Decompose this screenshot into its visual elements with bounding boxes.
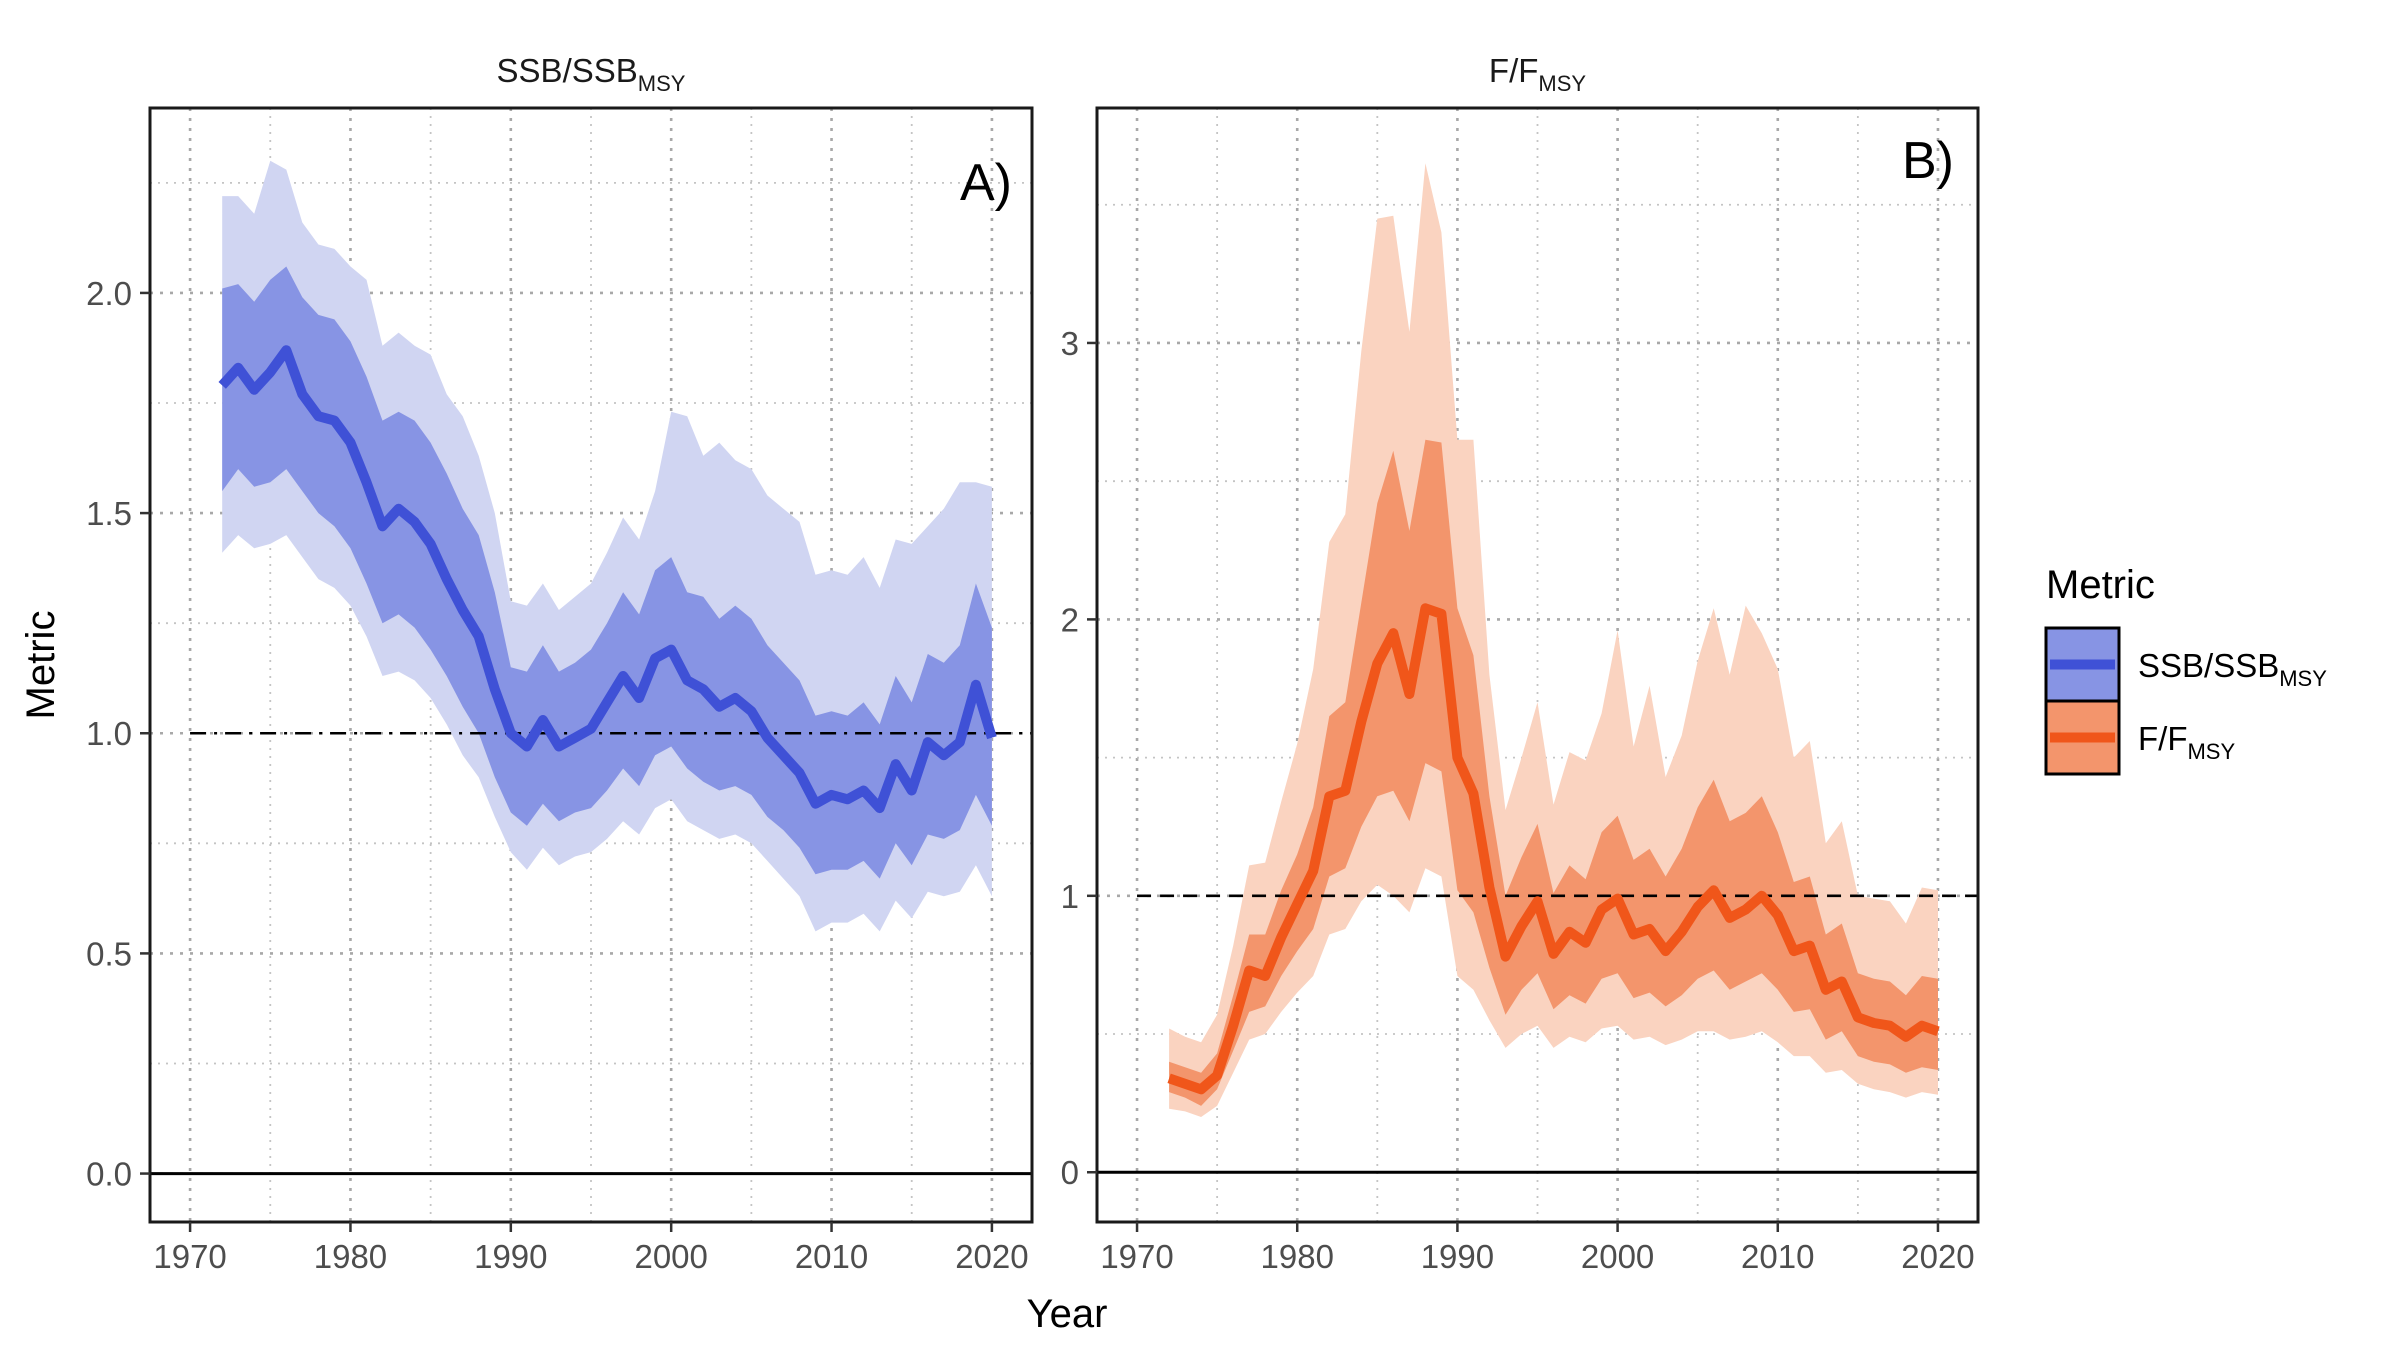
- x-tick-label: 1990: [1421, 1238, 1494, 1275]
- x-tick-label: 2020: [1901, 1238, 1974, 1275]
- panel-a-ssb: 1970 1980 1990 2000 2010 2020 0.0 0.5 1.0 1.5 2.0 S…: [86, 52, 1034, 1275]
- legend-label-sub: MSY: [2187, 739, 2235, 764]
- y-tick-label: 0: [1061, 1154, 1079, 1191]
- panel-b-f: 1970 1980 1990 2000 2010 2020 0 1 2 3 F/FMSY B): [1061, 52, 1980, 1275]
- panel-tag: A): [960, 154, 1012, 212]
- y-tick-label: 0.5: [86, 935, 132, 972]
- x-tick-label: 1980: [314, 1238, 387, 1275]
- legend-label: SSB/SSBMSY: [2138, 647, 2327, 691]
- legend-label-main: F/F: [2138, 720, 2187, 757]
- x-tick-label: 2020: [955, 1238, 1028, 1275]
- panel-title-sub: MSY: [638, 71, 686, 96]
- legend-label: F/FMSY: [2138, 720, 2235, 764]
- x-tick-label: 1970: [1100, 1238, 1173, 1275]
- median-line: [1167, 603, 1940, 1095]
- median-line: [218, 345, 997, 814]
- panel-title: SSB/SSBMSY: [497, 52, 686, 96]
- y-tick-label: 2.0: [86, 275, 132, 312]
- panel-title-main: SSB/SSB: [497, 52, 638, 89]
- panel-title: F/FMSY: [1489, 52, 1586, 96]
- panel-tag: B): [1902, 132, 1954, 190]
- legend-label-sub: MSY: [2279, 666, 2327, 691]
- legend-item: F/FMSY: [2044, 699, 2235, 776]
- y-tick-label: 1.0: [86, 715, 132, 752]
- legend-item: SSB/SSBMSY: [2044, 626, 2327, 703]
- legend-label-main: SSB/SSB: [2138, 647, 2279, 684]
- y-tick-label: 1: [1061, 878, 1079, 915]
- y-tick-label: 2: [1061, 601, 1079, 638]
- panel-border: [1095, 106, 1980, 1224]
- inner-interval-band: [1169, 439, 1938, 1106]
- x-tick-label: 1980: [1261, 1238, 1334, 1275]
- panel-title-main: F/F: [1489, 52, 1538, 89]
- x-tick-label: 2010: [795, 1238, 868, 1275]
- x-tick-label: 2000: [634, 1238, 707, 1275]
- y-tick-label: 1.5: [86, 495, 132, 532]
- axes: 1970 1980 1990 2000 2010 2020 0.0 0.5 1.0 1.5 2.0: [86, 275, 1028, 1275]
- x-tick-label: 2010: [1741, 1238, 1814, 1275]
- y-tick-label: 0.0: [86, 1156, 132, 1193]
- inner-interval-band: [222, 266, 992, 879]
- panel-title-sub: MSY: [1538, 71, 1586, 96]
- x-tick-label: 1990: [474, 1238, 547, 1275]
- y-tick-label: 3: [1061, 325, 1079, 362]
- x-tick-label: 1970: [153, 1238, 226, 1275]
- legend-title: Metric: [2046, 563, 2155, 607]
- panel-border: [148, 106, 1034, 1224]
- x-axis-title: Year: [1027, 1292, 1108, 1336]
- axes: 1970 1980 1990 2000 2010 2020 0 1 2 3: [1061, 325, 1975, 1275]
- y-axis-title: Metric: [19, 611, 63, 720]
- x-tick-label: 2000: [1581, 1238, 1654, 1275]
